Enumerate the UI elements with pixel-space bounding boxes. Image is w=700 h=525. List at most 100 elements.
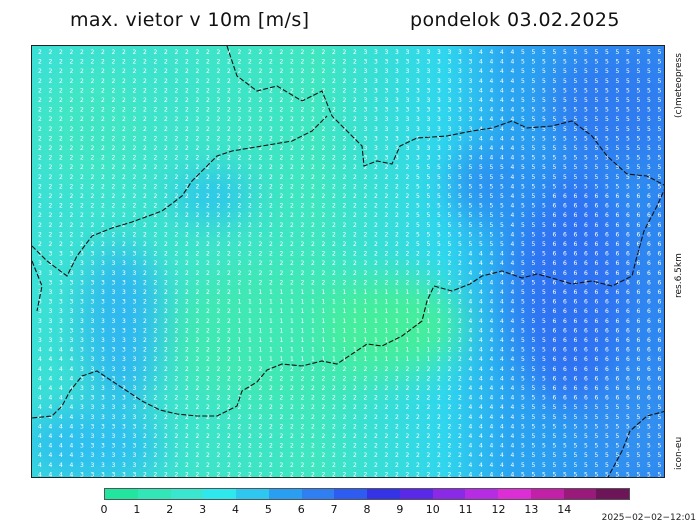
- svg-text:3: 3: [122, 260, 126, 267]
- svg-text:5: 5: [658, 68, 662, 75]
- svg-text:6: 6: [658, 299, 662, 306]
- svg-text:2: 2: [70, 174, 74, 181]
- svg-text:6: 6: [584, 231, 588, 238]
- svg-text:2: 2: [175, 212, 179, 219]
- svg-text:3: 3: [122, 299, 126, 306]
- svg-text:5: 5: [437, 174, 441, 181]
- svg-text:2: 2: [437, 443, 441, 450]
- svg-text:3: 3: [437, 59, 441, 66]
- svg-text:2: 2: [269, 452, 273, 459]
- svg-text:3: 3: [49, 308, 53, 315]
- svg-text:2: 2: [80, 183, 84, 190]
- svg-text:2: 2: [427, 279, 431, 286]
- svg-text:6: 6: [574, 347, 578, 354]
- svg-text:4: 4: [500, 318, 504, 325]
- svg-text:2: 2: [217, 251, 221, 258]
- svg-text:2: 2: [353, 452, 357, 459]
- svg-text:5: 5: [542, 241, 546, 248]
- svg-text:2: 2: [227, 212, 231, 219]
- svg-text:2: 2: [227, 462, 231, 469]
- svg-text:6: 6: [605, 395, 609, 402]
- svg-text:1: 1: [322, 318, 326, 325]
- svg-text:2: 2: [154, 231, 158, 238]
- svg-text:3: 3: [416, 49, 420, 56]
- svg-text:2: 2: [311, 174, 315, 181]
- svg-text:5: 5: [637, 145, 641, 152]
- svg-text:5: 5: [532, 395, 536, 402]
- svg-text:2: 2: [280, 97, 284, 104]
- svg-text:2: 2: [416, 443, 420, 450]
- svg-text:2: 2: [154, 289, 158, 296]
- svg-text:5: 5: [574, 126, 578, 133]
- svg-text:6: 6: [574, 231, 578, 238]
- svg-text:3: 3: [385, 107, 389, 114]
- svg-text:1: 1: [416, 289, 420, 296]
- svg-text:3: 3: [80, 366, 84, 373]
- svg-text:5: 5: [658, 155, 662, 162]
- svg-text:2: 2: [290, 183, 294, 190]
- svg-text:2: 2: [175, 327, 179, 334]
- svg-text:5: 5: [563, 135, 567, 142]
- svg-text:2: 2: [59, 231, 63, 238]
- svg-text:2: 2: [290, 126, 294, 133]
- svg-text:2: 2: [269, 375, 273, 382]
- svg-text:5: 5: [626, 78, 630, 85]
- svg-text:1: 1: [248, 356, 252, 363]
- svg-text:5: 5: [542, 279, 546, 286]
- svg-text:1: 1: [364, 289, 368, 296]
- svg-text:3: 3: [406, 126, 410, 133]
- svg-text:3: 3: [448, 135, 452, 142]
- svg-text:2: 2: [301, 212, 305, 219]
- svg-text:4: 4: [479, 107, 483, 114]
- svg-text:4: 4: [479, 433, 483, 440]
- svg-text:2: 2: [385, 270, 389, 277]
- svg-text:1: 1: [332, 289, 336, 296]
- svg-text:5: 5: [647, 462, 651, 469]
- svg-text:2: 2: [133, 78, 137, 85]
- svg-text:2: 2: [353, 135, 357, 142]
- svg-text:3: 3: [80, 327, 84, 334]
- svg-text:2: 2: [385, 423, 389, 430]
- svg-text:3: 3: [385, 145, 389, 152]
- svg-text:2: 2: [259, 68, 263, 75]
- svg-text:5: 5: [542, 174, 546, 181]
- svg-text:2: 2: [101, 87, 105, 94]
- svg-text:2: 2: [259, 107, 263, 114]
- svg-text:2: 2: [290, 471, 294, 478]
- svg-text:4: 4: [511, 433, 515, 440]
- svg-text:2: 2: [143, 356, 147, 363]
- svg-text:2: 2: [101, 164, 105, 171]
- svg-text:6: 6: [553, 203, 557, 210]
- svg-text:2: 2: [217, 375, 221, 382]
- svg-text:5: 5: [542, 59, 546, 66]
- svg-text:2: 2: [217, 174, 221, 181]
- svg-text:2: 2: [133, 203, 137, 210]
- svg-text:2: 2: [448, 385, 452, 392]
- svg-text:2: 2: [175, 155, 179, 162]
- svg-text:3: 3: [469, 49, 473, 56]
- svg-text:5: 5: [574, 462, 578, 469]
- svg-text:2: 2: [227, 404, 231, 411]
- svg-text:6: 6: [553, 356, 557, 363]
- svg-text:2: 2: [227, 279, 231, 286]
- svg-text:3: 3: [427, 78, 431, 85]
- svg-text:6: 6: [563, 279, 567, 286]
- svg-text:3: 3: [38, 299, 42, 306]
- svg-text:2: 2: [59, 241, 63, 248]
- svg-text:2: 2: [196, 135, 200, 142]
- svg-text:2: 2: [154, 78, 158, 85]
- svg-text:5: 5: [458, 203, 462, 210]
- svg-text:6: 6: [616, 289, 620, 296]
- svg-text:5: 5: [595, 116, 599, 123]
- svg-text:2: 2: [101, 174, 105, 181]
- svg-text:2: 2: [101, 241, 105, 248]
- svg-text:2: 2: [238, 423, 242, 430]
- svg-text:2: 2: [217, 443, 221, 450]
- svg-text:5: 5: [521, 193, 525, 200]
- svg-text:2: 2: [185, 59, 189, 66]
- svg-text:4: 4: [490, 116, 494, 123]
- svg-text:5: 5: [574, 49, 578, 56]
- svg-text:5: 5: [647, 443, 651, 450]
- svg-text:2: 2: [259, 135, 263, 142]
